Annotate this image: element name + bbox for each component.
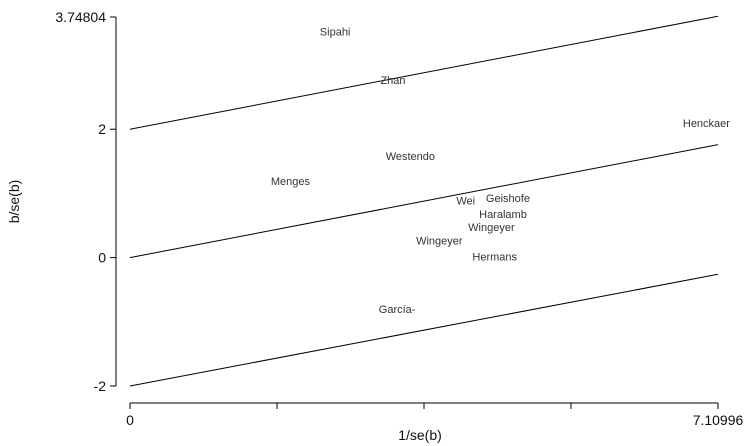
x-axis-ticks: 0 7.10996 xyxy=(126,403,744,428)
y-tick-label: 3.74804 xyxy=(55,9,106,25)
study-point-label: Wingeyer xyxy=(468,222,515,234)
study-point-label: Hermans xyxy=(472,251,517,263)
y-tick-label: 0 xyxy=(98,250,106,266)
reference-line-1 xyxy=(129,144,719,259)
reference-line-2 xyxy=(129,273,719,387)
reference-lines xyxy=(129,15,719,387)
study-point-label: Wingeyer xyxy=(416,235,463,247)
y-tick-label: 2 xyxy=(98,121,106,137)
study-point-label: Zhan xyxy=(380,75,405,87)
x-axis-title: 1/se(b) xyxy=(398,427,442,443)
y-axis-ticks: -2 0 2 3.74804 xyxy=(55,9,116,394)
y-tick-label: -2 xyxy=(94,378,107,394)
y-axis-title: b/se(b) xyxy=(6,180,22,224)
study-point-label: Henckaer xyxy=(683,118,730,130)
study-point-label: Menges xyxy=(271,176,311,188)
study-point-label: García- xyxy=(379,304,416,316)
x-tick-label: 0 xyxy=(126,412,134,428)
x-tick-label: 7.10996 xyxy=(693,412,744,428)
study-point-label: Haralamb xyxy=(479,209,527,221)
reference-line-0 xyxy=(129,15,719,130)
study-point-label: Westendo xyxy=(386,151,435,163)
study-point-label: Sipahi xyxy=(320,27,351,39)
study-point-label: Wei xyxy=(456,195,475,207)
point-labels: Sipahi Zhan Henckaer Westendo Menges Wei Geish… xyxy=(271,27,730,316)
study-point-label: Geishofe xyxy=(486,193,530,205)
